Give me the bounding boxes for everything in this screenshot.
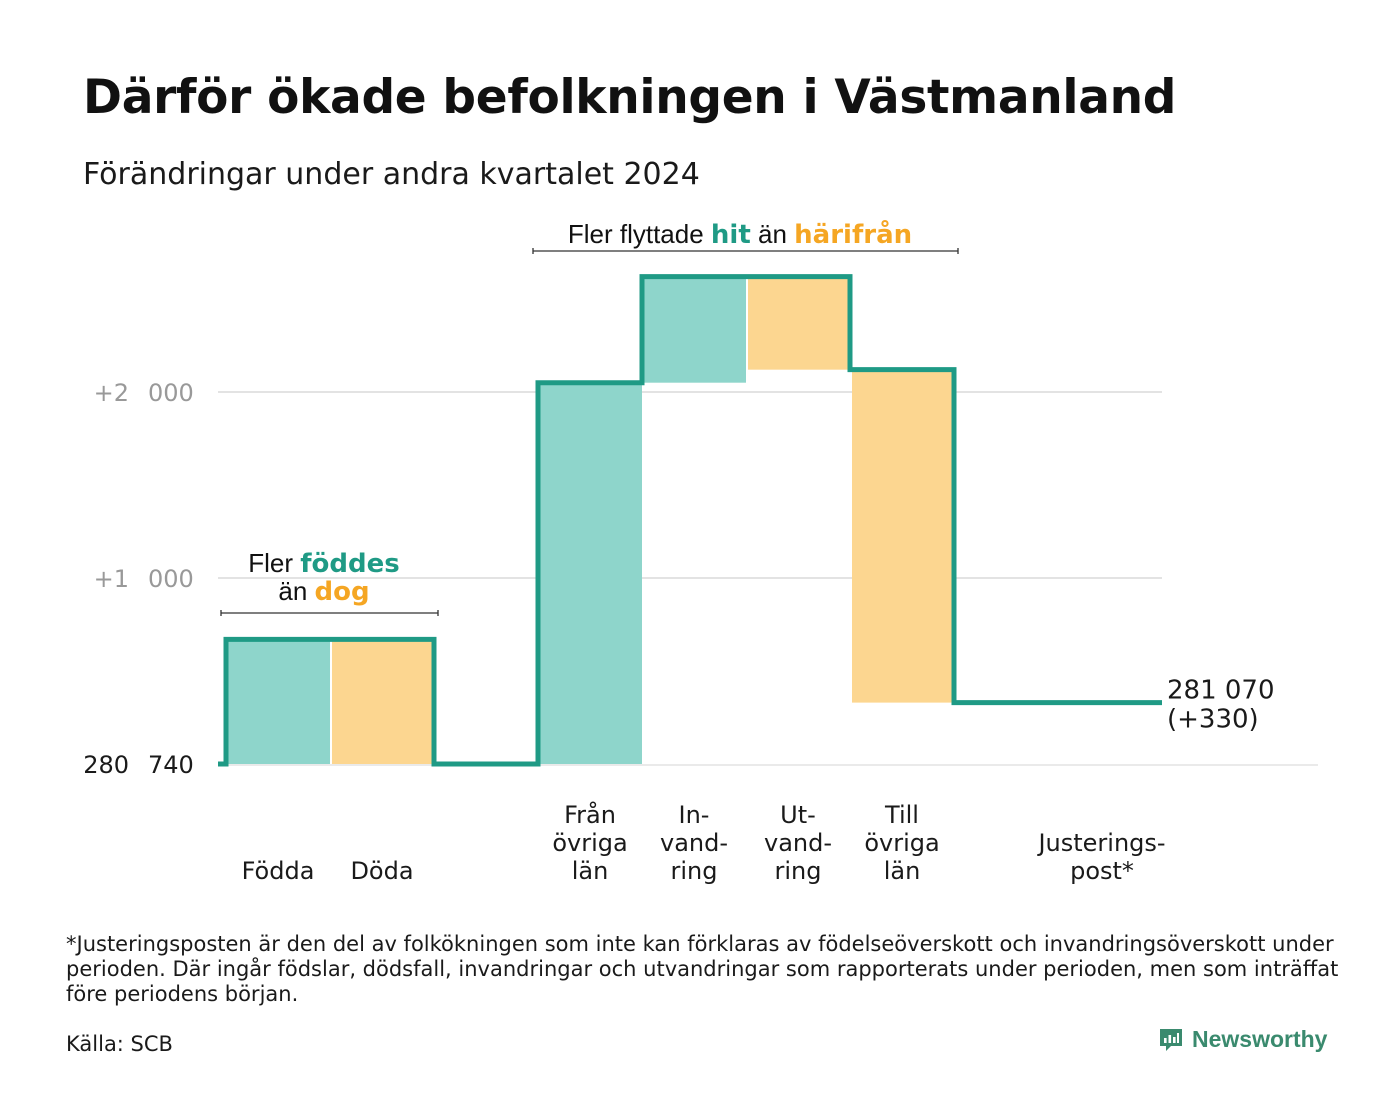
chart-title: Därför ökade befolkningen i Västmanland [83, 70, 1177, 125]
category-label: Från [564, 800, 616, 829]
bar-0 [228, 639, 330, 764]
newsworthy-logo-icon [1160, 1028, 1182, 1051]
y-tick-label: +1 [94, 565, 129, 593]
bar-6 [852, 369, 954, 703]
category-label: övriga [552, 829, 627, 857]
end-value-label: 281 070 [1167, 676, 1275, 706]
category-label: Döda [350, 857, 413, 885]
source-label: Källa: SCB [66, 1032, 173, 1056]
newsworthy-brand-name: Newsworthy [1192, 1026, 1328, 1052]
category-label: Till [884, 801, 919, 829]
bar-5 [748, 276, 850, 370]
category-label: post* [1070, 857, 1134, 885]
annotation-moves-bracket [532, 248, 959, 254]
y-tick-label: 000 [148, 565, 194, 593]
running-total-line [218, 274, 1162, 767]
bar-4 [644, 276, 746, 383]
annotation-births-bracket [220, 610, 439, 616]
chart-subtitle: Förändringar under andra kvartalet 2024 [83, 157, 700, 192]
bar-1 [332, 639, 434, 764]
y-tick-label: 280 [83, 751, 129, 779]
category-label: län [572, 857, 609, 885]
category-label: Ut- [780, 801, 816, 829]
annotation-moves: Fler flyttade hit än härifrån [568, 218, 912, 250]
annotation-births-line1: Fler föddes [248, 548, 400, 579]
y-tick-label: 740 [148, 751, 194, 779]
y-tick-label: +2 [94, 379, 129, 407]
annotation-births-line2: än dog [278, 576, 369, 607]
category-label: vand- [764, 829, 832, 857]
y-tick-label: 000 [148, 379, 194, 407]
category-label: In- [679, 801, 710, 829]
category-label: Justerings- [1036, 829, 1165, 857]
end-change-label: (+330) [1167, 705, 1259, 735]
footnote: *Justeringsposten är den del av folkökni… [66, 932, 1339, 1006]
category-label: vand- [660, 829, 728, 857]
newsworthy-logo: Newsworthy [1158, 1026, 1327, 1053]
category-label: ring [671, 857, 718, 885]
category-label: övriga [864, 829, 939, 857]
category-label: ring [775, 857, 822, 885]
bar-3 [540, 382, 642, 764]
category-label: län [884, 857, 921, 885]
category-label: Födda [242, 857, 315, 885]
